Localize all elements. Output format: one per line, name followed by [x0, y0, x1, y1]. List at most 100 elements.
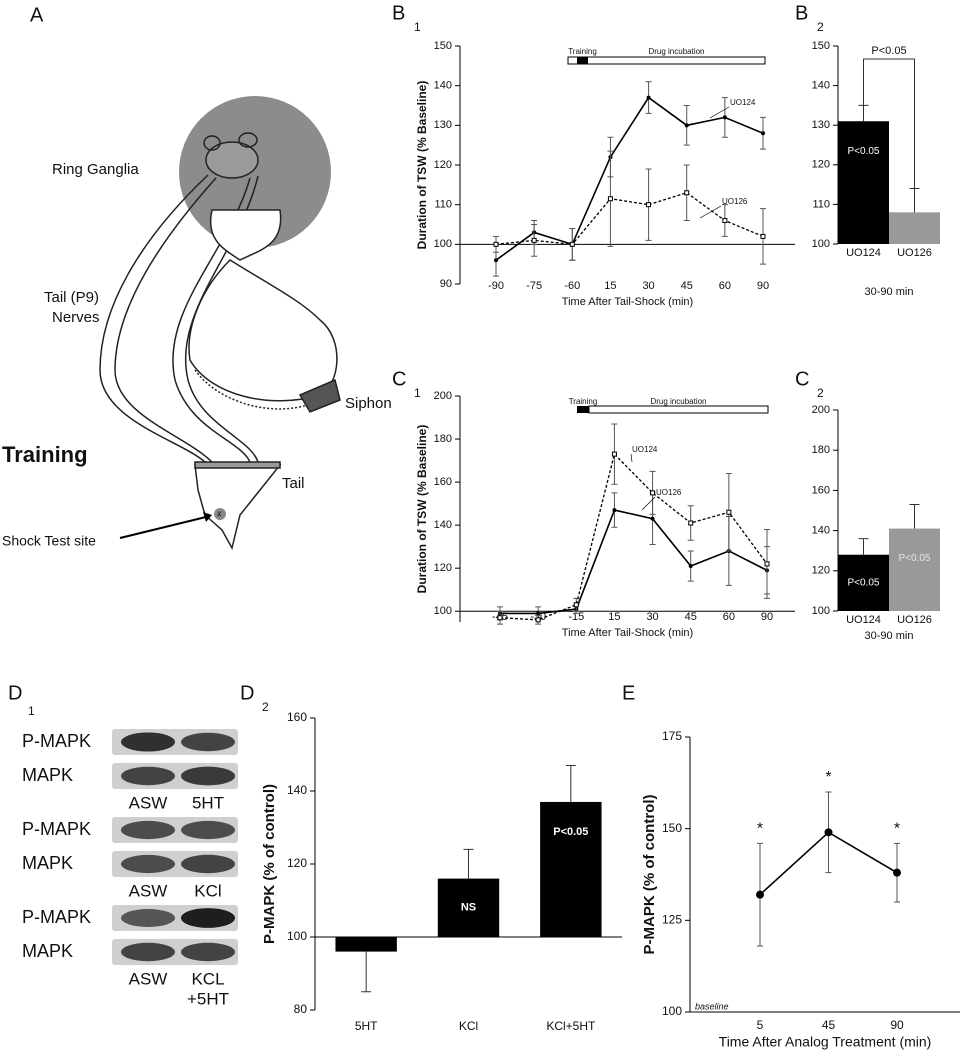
x-tick-label: 45	[681, 280, 693, 292]
bar	[335, 937, 397, 952]
incubation-bar	[567, 56, 766, 65]
marker	[893, 868, 901, 877]
y-tick-label: 80	[294, 1002, 308, 1016]
row-label: P-MAPK	[22, 819, 91, 839]
x-axis-title: Time After Tail-Shock (min)	[562, 296, 693, 308]
lane-label: ASW	[129, 969, 168, 988]
siphon	[298, 378, 341, 413]
tail	[194, 464, 282, 551]
aplysia-diagram	[99, 96, 341, 551]
blot-band	[121, 732, 175, 752]
marker	[646, 202, 652, 208]
bar-label: P<0.05	[899, 553, 931, 564]
y-tick-label: 130	[434, 119, 452, 131]
incubation-bar	[588, 405, 769, 414]
x-tick-label: 30	[642, 280, 654, 292]
y-tick-label: 110	[434, 199, 452, 211]
diagram-label: Nerves	[52, 309, 100, 326]
y-tick-label: 120	[434, 562, 452, 574]
diagram-label: Tail (P9)	[44, 289, 99, 306]
x-tick-label: 30	[646, 611, 658, 623]
marker	[536, 611, 541, 616]
y-axis-title: Duration of TSW (% Baseline)	[415, 425, 429, 594]
marker	[761, 131, 765, 136]
ganglion	[203, 135, 221, 151]
protocol-label: Training	[568, 47, 597, 56]
blot-band	[181, 908, 235, 928]
comparison-bracket	[863, 58, 915, 205]
x-tick-label: 5	[757, 1018, 764, 1032]
x-tick-label: 90	[890, 1018, 904, 1032]
x-tick-label: -75	[526, 280, 542, 292]
marker	[726, 509, 732, 515]
bar	[838, 554, 889, 611]
y-tick-label: 90	[440, 278, 452, 290]
bar-label: NS	[461, 902, 476, 914]
head	[209, 209, 282, 261]
lane-label: KCL	[191, 969, 224, 988]
panel-label: E	[622, 682, 635, 704]
y-tick-label: 200	[434, 390, 452, 402]
bar	[437, 878, 500, 937]
y-tick-label: 160	[434, 476, 452, 488]
lane-label: ASW	[129, 881, 168, 900]
significance-mark: *	[894, 821, 900, 838]
marker	[722, 218, 728, 224]
marker	[760, 233, 766, 239]
bar	[889, 528, 940, 611]
marker	[535, 617, 541, 623]
comparison-label: P<0.05	[871, 45, 906, 57]
y-tick-label: 140	[287, 783, 307, 797]
y-tick-label: 110	[812, 198, 830, 210]
series-label: UO126	[722, 197, 748, 206]
series-label: UO124	[730, 98, 756, 107]
y-tick-label: 160	[812, 484, 830, 496]
panel-label: D	[240, 682, 254, 704]
diagram-label: x	[217, 508, 222, 518]
marker	[756, 890, 764, 899]
y-tick-label: 140	[812, 80, 830, 92]
arrow	[119, 515, 211, 539]
row-label: P-MAPK	[22, 731, 91, 751]
y-tick-label: 120	[812, 159, 830, 171]
diagram-label: Shock Test site	[2, 533, 96, 549]
arrow-head	[203, 512, 212, 522]
panel-sublabel: 1	[414, 20, 421, 34]
body	[188, 259, 338, 402]
marker	[573, 602, 579, 608]
blot-band	[181, 766, 235, 786]
y-tick-label: 150	[434, 40, 452, 52]
blot-band	[181, 854, 235, 874]
y-tick-label: 120	[287, 856, 307, 870]
series-leader	[709, 106, 730, 119]
error-bar	[463, 848, 474, 879]
significance-mark: *	[825, 769, 831, 786]
series-label: UO124	[632, 445, 658, 454]
series-line	[500, 509, 768, 615]
y-tick-label: 100	[287, 929, 307, 943]
diagram-title: Training	[2, 442, 88, 467]
protocol-label: Drug incubation	[650, 397, 706, 406]
x-axis-title: Time After Tail-Shock (min)	[562, 627, 693, 639]
marker	[650, 490, 656, 496]
x-tick-label: 5HT	[355, 1019, 378, 1033]
panel-label: B	[795, 2, 808, 24]
y-axis-title: P-MAPK (% of control)	[641, 795, 658, 955]
y-tick-label: 100	[812, 238, 830, 250]
error-bar	[858, 538, 869, 555]
x-tick-label: 90	[757, 280, 769, 292]
series-leader	[699, 205, 722, 219]
baseline-note: baseline	[695, 1001, 729, 1011]
x-tick-label: UO124	[846, 614, 881, 626]
panel-label: C	[795, 368, 809, 390]
blot-band	[121, 909, 175, 927]
nerve	[114, 177, 217, 463]
bar-label: P<0.05	[553, 826, 588, 838]
marker	[612, 508, 617, 513]
marker	[494, 258, 498, 263]
x-tick-label: 15	[604, 280, 616, 292]
bar-label: P<0.05	[848, 578, 880, 589]
marker	[569, 241, 575, 247]
x-tick-label: 45	[822, 1018, 836, 1032]
